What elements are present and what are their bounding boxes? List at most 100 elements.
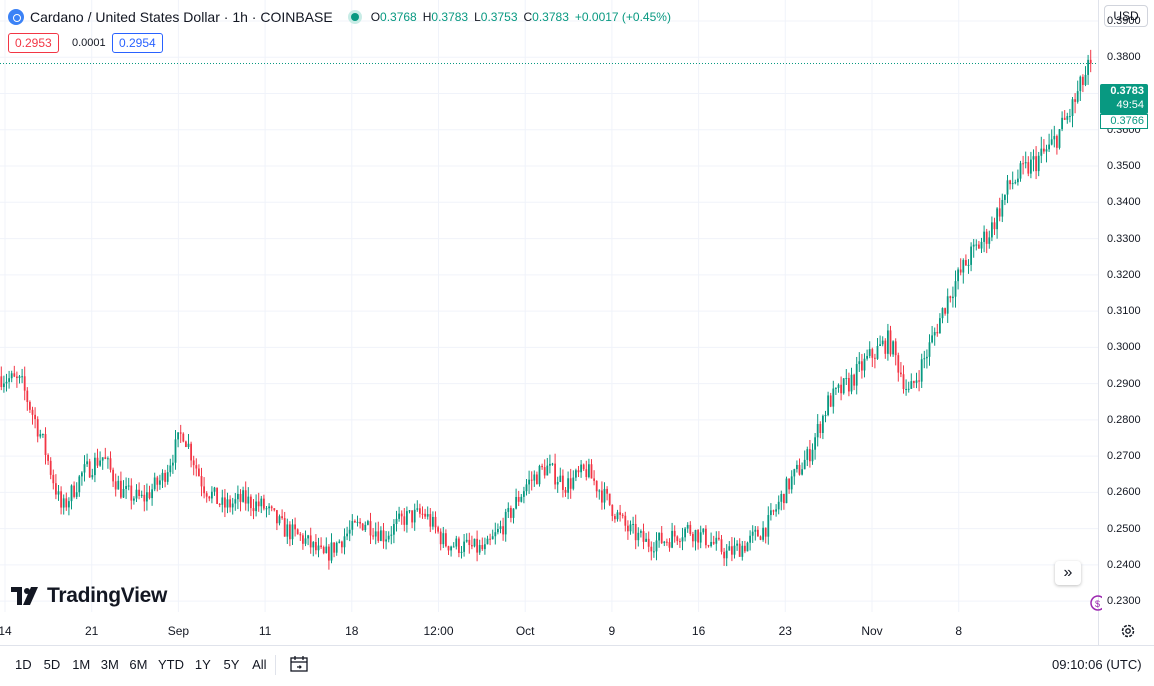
candle <box>640 529 642 538</box>
candle <box>153 472 156 492</box>
candle <box>226 492 229 514</box>
calendar-icon[interactable] <box>289 655 309 673</box>
candle <box>712 535 715 545</box>
candle <box>645 532 647 542</box>
candle <box>855 356 858 395</box>
candle <box>161 469 164 489</box>
candle <box>780 490 783 511</box>
candle <box>5 373 8 392</box>
event-marker-icon[interactable]: $ <box>1088 594 1102 612</box>
candle <box>120 471 122 499</box>
candle <box>946 288 949 323</box>
candle <box>70 484 73 510</box>
candle <box>642 523 645 550</box>
range-button-5y[interactable]: 5Y <box>223 657 240 672</box>
candle <box>117 475 120 490</box>
candle <box>237 485 239 510</box>
candle <box>619 504 621 522</box>
candle <box>694 529 697 551</box>
candle <box>255 494 257 517</box>
range-button-3m[interactable]: 3M <box>100 657 119 672</box>
candle <box>445 529 447 548</box>
range-button-5d[interactable]: 5D <box>43 657 61 672</box>
candle <box>406 506 408 533</box>
candle <box>1053 125 1056 148</box>
candle <box>151 483 153 506</box>
candle <box>86 453 88 467</box>
candle <box>268 503 270 516</box>
candle <box>621 513 624 519</box>
candle <box>504 508 507 542</box>
range-button-1m[interactable]: 1M <box>72 657 91 672</box>
candle <box>172 454 174 474</box>
gear-icon[interactable] <box>1120 623 1136 639</box>
candle <box>952 286 954 308</box>
price-tick-label: 0.2600 <box>1107 486 1141 499</box>
candle <box>299 532 302 541</box>
price-tick-label: 0.3300 <box>1107 232 1141 245</box>
range-button-1y[interactable]: 1Y <box>194 657 211 672</box>
candle <box>741 541 744 561</box>
buy-price-button[interactable]: 0.2954 <box>112 33 163 53</box>
candle <box>944 307 946 316</box>
candle <box>647 531 650 553</box>
candle <box>697 528 699 550</box>
candle <box>816 414 819 447</box>
candle <box>637 527 640 547</box>
price-tick-label: 0.2700 <box>1107 450 1141 463</box>
candle <box>426 506 429 520</box>
candle <box>198 464 200 477</box>
candle <box>1076 80 1079 104</box>
utc-clock[interactable]: 09:10:06 (UTC) <box>1052 657 1142 672</box>
sell-price-button[interactable]: 0.2953 <box>8 33 59 53</box>
tradingview-logo[interactable]: TradingView <box>11 584 167 608</box>
candle <box>593 470 595 486</box>
candle <box>676 535 679 546</box>
currency-select[interactable]: USD <box>1104 5 1148 27</box>
candle <box>907 381 910 393</box>
candle <box>835 387 837 395</box>
candle <box>471 535 473 550</box>
candle <box>720 534 723 555</box>
candle <box>520 493 523 503</box>
market-status-icon[interactable] <box>350 13 359 21</box>
range-button-all[interactable]: All <box>252 657 267 672</box>
candle <box>975 239 978 251</box>
candle <box>34 407 36 429</box>
candle <box>809 439 811 468</box>
price-chart[interactable] <box>0 0 1098 645</box>
range-button-6m[interactable]: 6M <box>129 657 148 672</box>
scroll-to-realtime-button[interactable]: » <box>1055 561 1081 585</box>
candle <box>312 541 315 557</box>
candle <box>598 489 601 500</box>
candle <box>1030 151 1032 179</box>
candle <box>382 523 385 549</box>
price-tick-label: 0.3400 <box>1107 196 1141 209</box>
candle <box>208 495 211 502</box>
candle <box>429 508 432 533</box>
symbol-title[interactable]: Cardano / United States Dollar · 1h · CO… <box>30 9 333 25</box>
candle <box>510 505 512 523</box>
candle <box>1079 75 1082 102</box>
candle <box>263 494 265 511</box>
candle <box>892 340 894 357</box>
ohlc-open: O0.3768 <box>370 10 417 24</box>
candle <box>562 469 564 498</box>
range-button-ytd[interactable]: YTD <box>158 657 184 672</box>
candle <box>650 541 653 561</box>
range-button-1d[interactable]: 1D <box>15 657 32 672</box>
candle <box>569 468 572 499</box>
candle <box>673 525 676 543</box>
candle <box>195 458 198 477</box>
candle <box>109 451 112 473</box>
candle <box>949 295 952 303</box>
candle <box>304 530 307 547</box>
candle <box>822 414 824 440</box>
candle <box>1063 110 1066 121</box>
candle <box>364 521 367 533</box>
time-tick-label: 23 <box>778 624 792 638</box>
candle <box>224 488 226 518</box>
candle <box>47 453 49 465</box>
time-tick-label: 16 <box>691 624 706 638</box>
candle <box>608 493 611 507</box>
